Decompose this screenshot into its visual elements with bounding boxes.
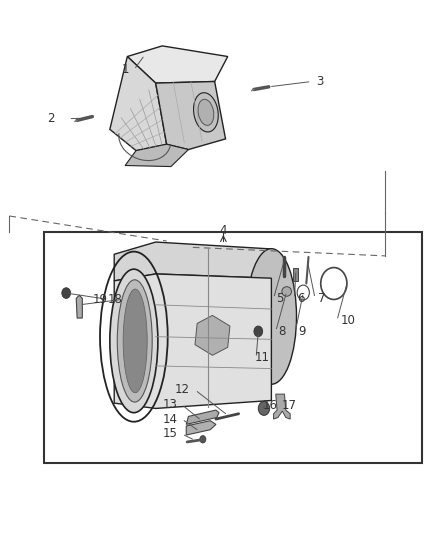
Ellipse shape (194, 93, 218, 132)
Polygon shape (127, 46, 228, 83)
Text: 7: 7 (318, 292, 325, 305)
Circle shape (200, 435, 206, 443)
Polygon shape (110, 56, 166, 151)
Text: 6: 6 (297, 292, 305, 305)
Text: 3: 3 (316, 75, 323, 88)
Polygon shape (155, 82, 226, 150)
Text: 15: 15 (162, 427, 177, 440)
Text: 18: 18 (108, 293, 123, 306)
Text: 9: 9 (298, 325, 306, 338)
Bar (44, 232, 422, 463)
Polygon shape (76, 295, 82, 318)
Text: 5: 5 (276, 292, 284, 305)
Text: 8: 8 (279, 325, 286, 338)
Polygon shape (195, 316, 230, 356)
Bar (293, 268, 298, 281)
Circle shape (62, 288, 71, 298)
Text: 16: 16 (263, 399, 278, 413)
Text: 13: 13 (162, 398, 177, 411)
Text: 11: 11 (255, 351, 270, 365)
Polygon shape (114, 274, 272, 408)
Text: 17: 17 (281, 399, 297, 413)
Polygon shape (186, 410, 219, 424)
Text: 2: 2 (47, 112, 55, 125)
Text: 14: 14 (162, 413, 177, 425)
Circle shape (258, 401, 270, 415)
Text: 12: 12 (174, 383, 189, 397)
Text: 1: 1 (121, 63, 129, 76)
Ellipse shape (246, 249, 297, 384)
Polygon shape (186, 421, 216, 435)
Ellipse shape (282, 287, 291, 296)
Ellipse shape (198, 99, 214, 125)
Polygon shape (114, 242, 272, 281)
Ellipse shape (110, 269, 158, 413)
Polygon shape (125, 144, 188, 166)
Text: 10: 10 (340, 314, 355, 327)
Text: 4: 4 (219, 224, 227, 237)
Ellipse shape (117, 280, 152, 402)
Circle shape (254, 326, 263, 337)
Polygon shape (274, 394, 290, 419)
Ellipse shape (123, 289, 147, 393)
Text: 19: 19 (93, 293, 108, 306)
